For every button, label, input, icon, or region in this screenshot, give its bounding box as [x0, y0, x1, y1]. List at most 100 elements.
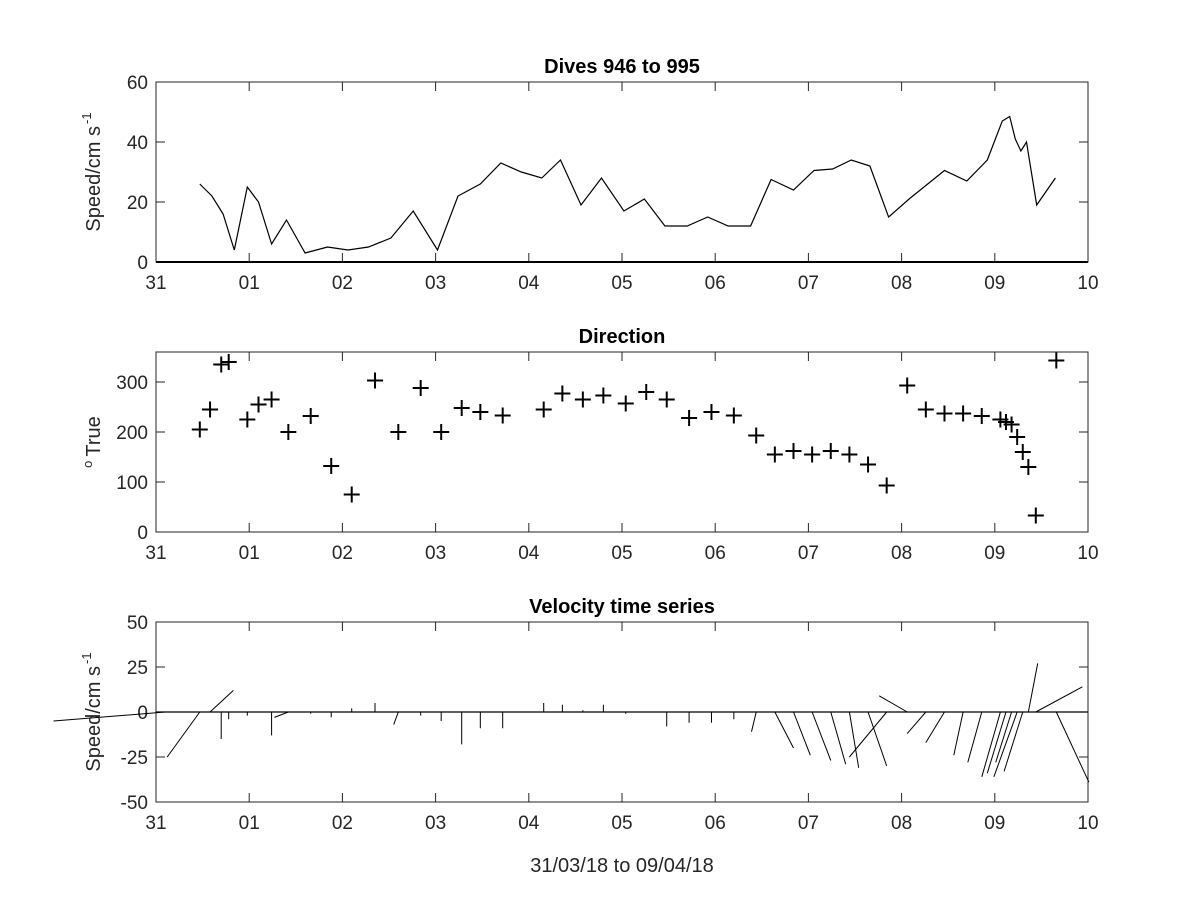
direction-point — [595, 387, 612, 404]
direction-point — [1048, 352, 1065, 369]
y-tick-label: -50 — [121, 793, 148, 814]
direction-point — [213, 356, 230, 373]
x-tick-label: 05 — [611, 273, 632, 294]
x-tick-label: 31 — [145, 813, 166, 834]
speed-title: Dives 946 to 995 — [544, 56, 700, 78]
x-tick-label: 03 — [425, 273, 446, 294]
direction-point — [1027, 507, 1044, 524]
direction-point — [681, 410, 698, 426]
y-tick-label: 0 — [137, 253, 148, 274]
x-tick-label: 06 — [705, 813, 726, 834]
velocity-stick — [1035, 686, 1083, 713]
speed-panel: 31 01 02 03 04 05 06 07 08 09 10 0 20 40 60 Dives 946 t… — [79, 56, 1099, 294]
speed-y-axis-label: Speed/cm s -1 — [79, 112, 105, 231]
velocity-stick — [986, 711, 1007, 774]
direction-point — [878, 477, 895, 494]
x-tick-label: 04 — [518, 813, 540, 834]
x-tick-label: 10 — [1077, 273, 1098, 294]
direction-point — [725, 407, 742, 424]
y-tick-label: 200 — [116, 423, 148, 444]
direction-point — [955, 405, 972, 422]
direction-axes-box — [155, 351, 1089, 533]
x-tick-label: 04 — [518, 273, 540, 294]
x-tick-label: 05 — [611, 543, 632, 564]
direction-point — [390, 424, 407, 440]
direction-point — [917, 401, 934, 418]
velocity-panel: 3101020304050607080910-50-2502550Velocit… — [53, 596, 1099, 877]
velocity-stick — [993, 711, 1018, 777]
y-axis-label-superscript: o — [80, 461, 95, 468]
y-tick-label: 100 — [116, 473, 148, 494]
direction-point — [1014, 444, 1031, 460]
x-tick-label: 09 — [984, 813, 1005, 834]
velocity-stick — [967, 711, 983, 763]
direction-point — [250, 396, 267, 413]
velocity-stick — [393, 711, 399, 725]
direction-point — [841, 446, 858, 463]
y-axis-label-superscript: -1 — [79, 652, 94, 664]
x-tick-label: 06 — [705, 273, 726, 294]
direction-point — [412, 380, 429, 396]
direction-point — [472, 404, 489, 420]
direction-point — [554, 385, 571, 402]
x-tick-label: 08 — [891, 813, 912, 834]
x-tick-label: 10 — [1077, 543, 1098, 564]
direction-point — [766, 446, 783, 463]
y-tick-label: -25 — [121, 748, 148, 769]
direction-panel: 31 01 02 03 04 05 06 07 08 09 100100200300Directio… — [80, 326, 1099, 564]
x-tick-label: 01 — [239, 813, 260, 834]
direction-point — [191, 421, 208, 438]
velocity-stick — [867, 711, 888, 767]
direction-point — [804, 446, 821, 463]
velocity-stick — [995, 711, 1013, 763]
direction-point — [703, 404, 720, 420]
velocity-stick — [166, 711, 201, 758]
direction-point — [302, 408, 319, 424]
direction-point — [617, 395, 634, 412]
direction-point — [785, 443, 802, 459]
direction-point — [748, 427, 765, 444]
y-tick-label: 0 — [137, 523, 148, 544]
velocity-stick — [811, 711, 832, 761]
x-tick-label: 07 — [798, 813, 819, 834]
direction-point — [494, 407, 511, 424]
direction-point — [1009, 429, 1026, 445]
velocity-stick — [925, 711, 945, 743]
velocity-stick — [751, 711, 757, 732]
direction-point — [658, 391, 675, 408]
x-tick-label: 03 — [425, 813, 446, 834]
velocity-stick — [953, 711, 964, 756]
x-tick-label: 05 — [611, 813, 632, 834]
direction-point — [433, 424, 450, 440]
direction-point — [1020, 459, 1037, 475]
x-axis-label: 31/03/18 to 09/04/18 — [530, 855, 714, 877]
x-tick-label: 01 — [239, 543, 260, 564]
velocity-stick — [53, 711, 166, 722]
y-tick-label: 20 — [127, 193, 148, 214]
direction-point — [453, 400, 470, 416]
velocity-stick — [906, 711, 927, 734]
x-tick-label: 04 — [518, 543, 540, 564]
direction-point — [1003, 416, 1020, 433]
direction-point — [202, 401, 219, 418]
x-tick-label: 09 — [984, 273, 1005, 294]
y-tick-label: 300 — [116, 373, 148, 394]
direction-point — [860, 456, 877, 473]
x-tick-label: 01 — [239, 273, 260, 294]
velocity-stick — [981, 711, 1001, 777]
velocity-stick — [830, 711, 847, 765]
velocity-stick — [1003, 711, 1024, 772]
y-axis-label-text: Speed/cm s — [83, 666, 105, 772]
direction-point — [973, 408, 990, 424]
direction-point — [239, 411, 256, 428]
velocity-stick — [209, 690, 234, 713]
direction-point — [343, 486, 360, 503]
x-tick-label: 07 — [798, 543, 819, 564]
direction-point — [280, 424, 297, 440]
direction-point — [535, 401, 552, 418]
direction-point — [220, 354, 237, 370]
direction-point — [899, 377, 916, 394]
velocity-stick — [793, 711, 811, 756]
direction-y-axis-label: o True — [80, 416, 105, 468]
